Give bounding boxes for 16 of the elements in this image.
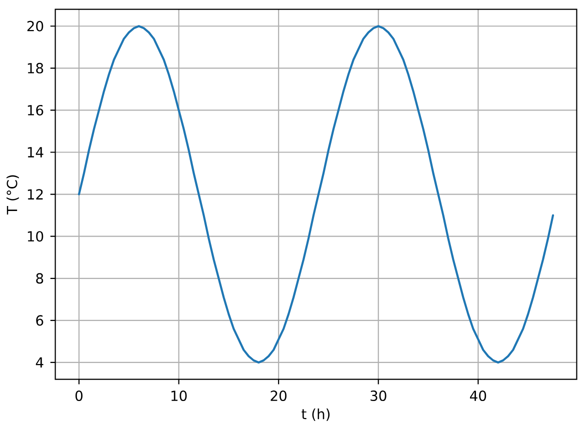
y-tick-label: 4: [36, 357, 44, 368]
y-tick-label: 10: [28, 231, 44, 242]
y-tick-label: 16: [28, 104, 44, 116]
x-tick-label: 10: [171, 390, 187, 402]
y-tick-label: 6: [36, 315, 44, 326]
y-tick-label: 12: [28, 189, 43, 200]
x-tick-label: 40: [470, 390, 486, 402]
y-axis-title: T (°C): [6, 175, 19, 215]
y-tick-label: 18: [28, 62, 44, 74]
x-tick-label: 30: [370, 390, 386, 402]
x-axis-title: t (h): [302, 408, 330, 421]
y-tick-label: 20: [27, 20, 44, 32]
x-tick-label: 0: [76, 390, 82, 402]
y-tick-label: 14: [28, 147, 44, 158]
x-tick-label: 20: [270, 390, 286, 402]
y-tick-label: 8: [36, 273, 44, 284]
